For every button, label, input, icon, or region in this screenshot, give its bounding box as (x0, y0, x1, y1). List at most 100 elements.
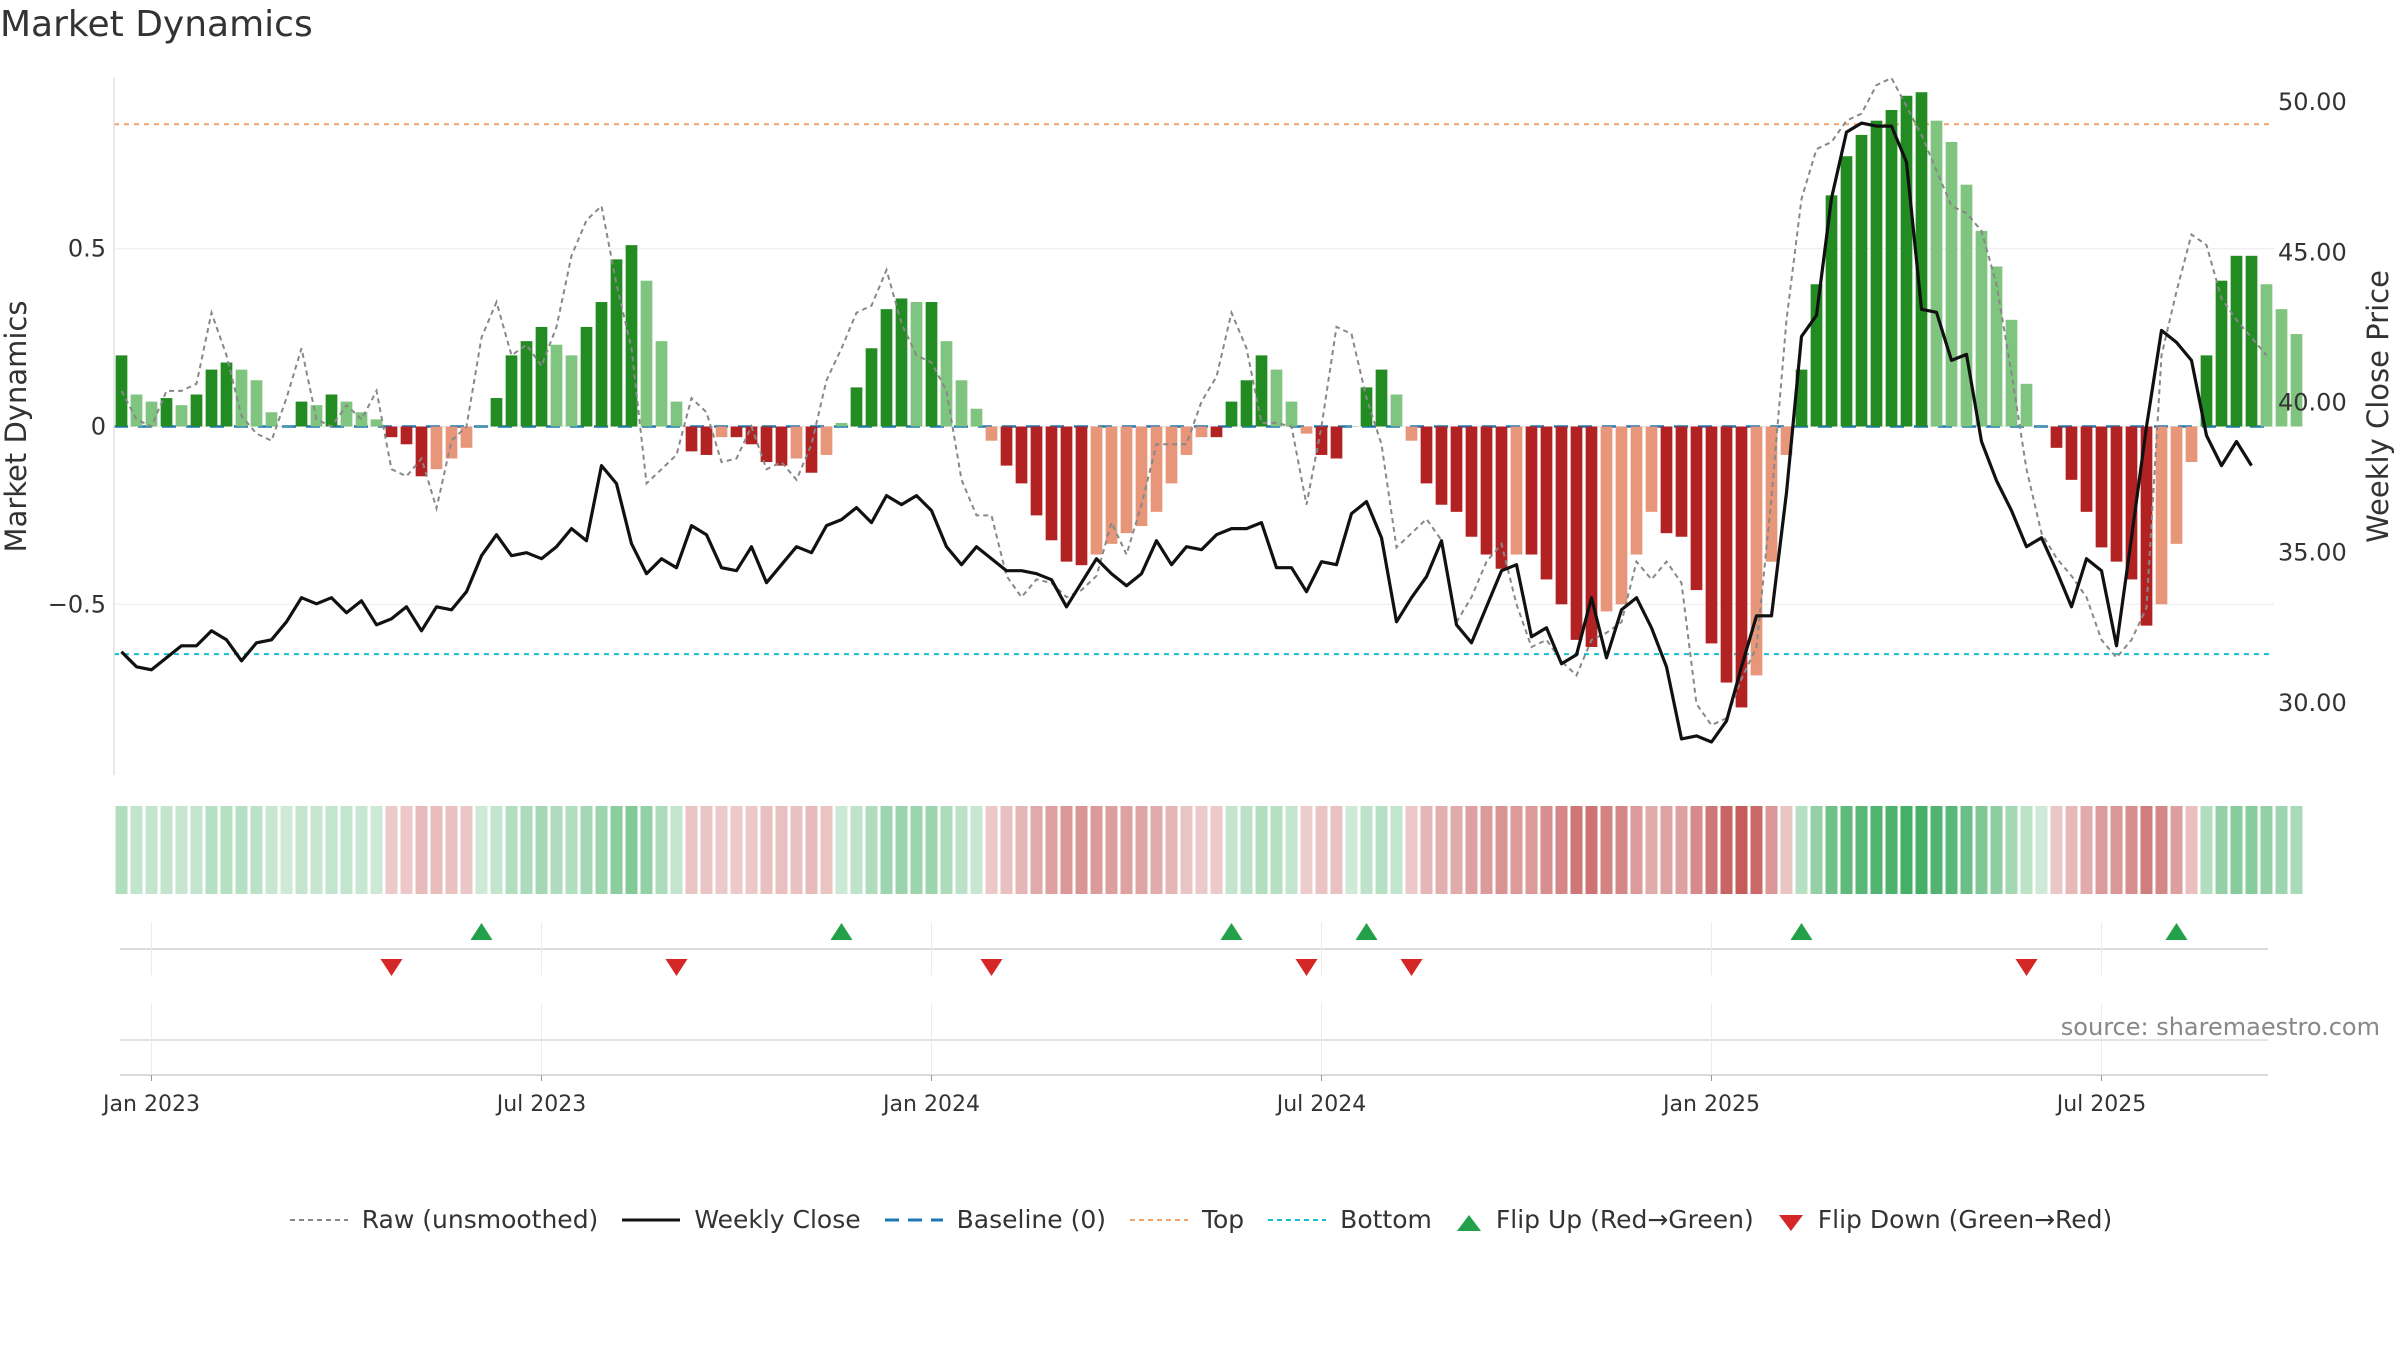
heat-cell (820, 806, 833, 894)
dynamics-bar (775, 426, 788, 466)
dynamics-bar (1300, 426, 1313, 434)
heat-cell (1105, 806, 1118, 894)
dynamics-bar (1225, 401, 1238, 427)
heat-cell (2230, 806, 2243, 894)
dynamics-bar (1585, 426, 1598, 647)
dynamics-bar (1510, 426, 1523, 555)
legend-item-top[interactable]: Top (1128, 1205, 1244, 1234)
heat-cell (265, 806, 278, 894)
heat-cell (865, 806, 878, 894)
heat-cell (250, 806, 263, 894)
heat-cell (1705, 806, 1718, 894)
baseline-swatch (883, 1213, 945, 1227)
dynamics-bar (1555, 426, 1568, 605)
heat-cell (910, 806, 923, 894)
dynamics-bar (2170, 426, 2183, 544)
heat-cell (430, 806, 443, 894)
heat-cell (1015, 806, 1028, 894)
dynamics-bar (1240, 380, 1253, 427)
heat-cell (1060, 806, 1073, 894)
chart-title: Market Dynamics (0, 4, 313, 45)
heat-cell (2140, 806, 2153, 894)
reference-lines (114, 123, 2274, 656)
dynamics-bar (1435, 426, 1448, 505)
dynamics-bar (1120, 426, 1133, 534)
triangle-down-icon (1776, 1213, 1806, 1231)
flip-up-marker (830, 923, 853, 940)
heat-cell (655, 806, 668, 894)
legend-label: Flip Up (Red→Green) (1495, 1205, 1754, 1234)
dynamics-bar (1045, 426, 1058, 541)
close-line-swatch (620, 1213, 682, 1227)
dynamics-bar (1810, 284, 1823, 427)
dynamics-bar (190, 394, 203, 427)
dynamics-bar (1750, 426, 1763, 676)
date-tick-label: Jan 2023 (101, 1092, 200, 1117)
heat-cell (1585, 806, 1598, 894)
heat-cell (1420, 806, 1433, 894)
heat-cell (2020, 806, 2033, 894)
legend-item-weekly-close[interactable]: Weekly Close (620, 1205, 861, 1234)
dynamics-bar (1195, 426, 1208, 438)
dynamics-bar (400, 426, 413, 445)
legend-item-flip-up[interactable]: Flip Up (Red→Green) (1454, 1205, 1754, 1234)
flip-down-marker (980, 959, 1003, 976)
heat-cell (1675, 806, 1688, 894)
dynamics-bar (2185, 426, 2198, 463)
legend-item-bottom[interactable]: Bottom (1266, 1205, 1432, 1234)
dynamics-bar (1660, 426, 1673, 534)
dynamics-bar (820, 426, 833, 455)
dynamics-bar (235, 369, 248, 427)
dynamics-bar (865, 348, 878, 427)
legend-label: Flip Down (Green→Red) (1817, 1205, 2113, 1234)
dynamics-bar (2050, 426, 2063, 448)
legend-item-flip-down[interactable]: Flip Down (Green→Red) (1776, 1205, 2113, 1234)
heat-cell (580, 806, 593, 894)
dynamics-bar (1495, 426, 1508, 569)
dynamics-bar (2035, 426, 2048, 427)
heat-cell (280, 806, 293, 894)
dynamics-bar (1720, 426, 1733, 683)
dynamics-bar (1630, 426, 1643, 555)
heat-cell (1570, 806, 1583, 894)
dynamics-bar (1015, 426, 1028, 484)
dynamics-bar (130, 394, 143, 427)
heat-cell (1285, 806, 1298, 894)
heat-cell (1885, 806, 1898, 894)
dynamics-bar (355, 412, 368, 427)
bottom-line-swatch (1266, 1213, 1328, 1227)
dynamics-bar (1180, 426, 1193, 455)
heat-cell (640, 806, 653, 894)
dynamics-bar (2215, 280, 2228, 427)
date-tick-label: Jan 2024 (881, 1092, 980, 1117)
heat-cell (2095, 806, 2108, 894)
heat-cell (1990, 806, 2003, 894)
heat-cell (520, 806, 533, 894)
dynamics-bar (1000, 426, 1013, 466)
dynamics-bar (490, 398, 503, 427)
dynamics-bar (595, 302, 608, 427)
heat-cell (2035, 806, 2048, 894)
legend-item-baseline[interactable]: Baseline (0) (883, 1205, 1106, 1234)
dynamics-bar (2245, 255, 2258, 427)
dynamics-bar (2230, 255, 2243, 427)
heat-cell (1330, 806, 1343, 894)
dynamics-bar (2125, 426, 2138, 580)
heat-cell (1525, 806, 1538, 894)
heat-cell (745, 806, 758, 894)
dynamics-bar (1675, 426, 1688, 537)
dynamics-bar (880, 309, 893, 427)
left-tick-label: 0 (91, 413, 106, 441)
heat-cell (1645, 806, 1658, 894)
heat-cell (1930, 806, 1943, 894)
dynamics-bar (1540, 426, 1553, 580)
dynamics-bar (2110, 426, 2123, 562)
dynamics-bar (535, 326, 548, 427)
heat-cell (1405, 806, 1418, 894)
dynamics-bar (265, 412, 278, 427)
dynamics-bar (580, 326, 593, 427)
flip-down-marker (665, 959, 688, 976)
dynamics-bar (790, 426, 803, 459)
legend-item-raw[interactable]: Raw (unsmoothed) (288, 1205, 598, 1234)
heat-cell (1825, 806, 1838, 894)
